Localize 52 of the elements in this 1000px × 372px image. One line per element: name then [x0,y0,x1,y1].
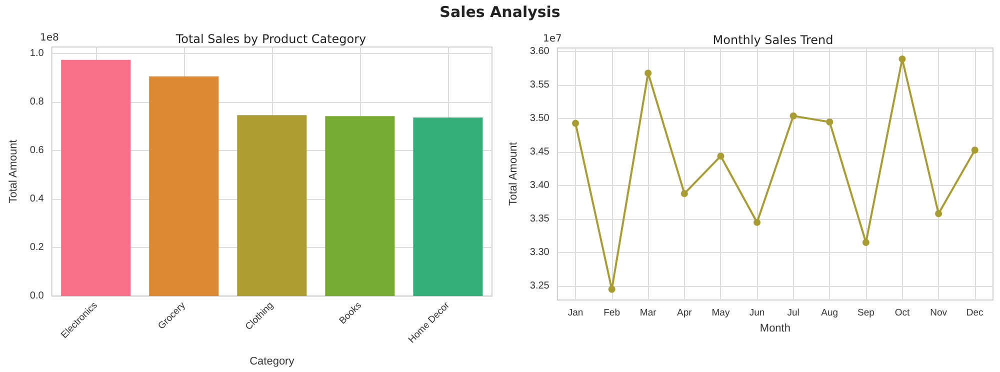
y-axis-title: Total Amount [8,140,20,204]
x-tick-label: Mar [640,308,656,318]
x-axis-title: Month [760,322,790,334]
y-tick-label: 3.30 [530,246,550,258]
bar [325,116,395,296]
x-tick-label: May [712,308,730,318]
point [754,218,761,226]
text: 1e8 [40,32,59,44]
y-tick-label: 3.35 [530,214,550,225]
y-tick-label: 3.55 [530,80,550,91]
x-tick-label: Sep [857,308,874,318]
x-tick-label: Jul [787,308,800,318]
point [608,286,616,293]
point [826,118,834,126]
point [680,190,688,198]
y-tick-label: 0.6 [30,145,44,156]
y-tick-label: 3.40 [530,180,550,192]
x-tick-label: Dec [966,308,984,318]
text: Sales Analysis [438,3,562,21]
x-tick-label: Jan [568,308,584,318]
y-axis-title: Total Amount [508,142,520,206]
y-tick-label: 3.50 [530,113,550,124]
bar [61,60,131,296]
y-tick-label: 3.60 [530,46,550,58]
point [717,152,724,160]
point [898,56,906,63]
point [790,112,797,120]
chart-title: Monthly Sales Trend [712,33,834,47]
y-tick-label: 0.0 [30,290,44,302]
point [935,210,942,218]
chart-title: Total Sales by Product Category [174,32,366,46]
x-axis-title: Category [250,356,295,368]
point [644,70,652,77]
bar [149,76,219,296]
x-tick-label: Apr [677,308,692,318]
y-tick-label: 0.4 [30,194,44,205]
x-tick-label: Nov [930,308,948,318]
y-tick-label: 3.25 [530,280,550,292]
x-tick-label: Aug [821,308,838,318]
bar [237,115,307,296]
x-tick-label: Feb [604,308,620,318]
x-tick-label: Jun [749,308,765,318]
y-tick-label: 0.8 [30,96,44,108]
point [572,120,580,127]
y-tick-label: 0.2 [30,242,44,254]
x-tick-label: Oct [894,308,910,318]
text: 1e7 [543,34,562,44]
y-tick-label: 1.0 [30,48,44,60]
point [971,146,978,154]
point [862,238,870,246]
y-tick-label: 3.45 [530,146,550,158]
bar [413,118,483,296]
